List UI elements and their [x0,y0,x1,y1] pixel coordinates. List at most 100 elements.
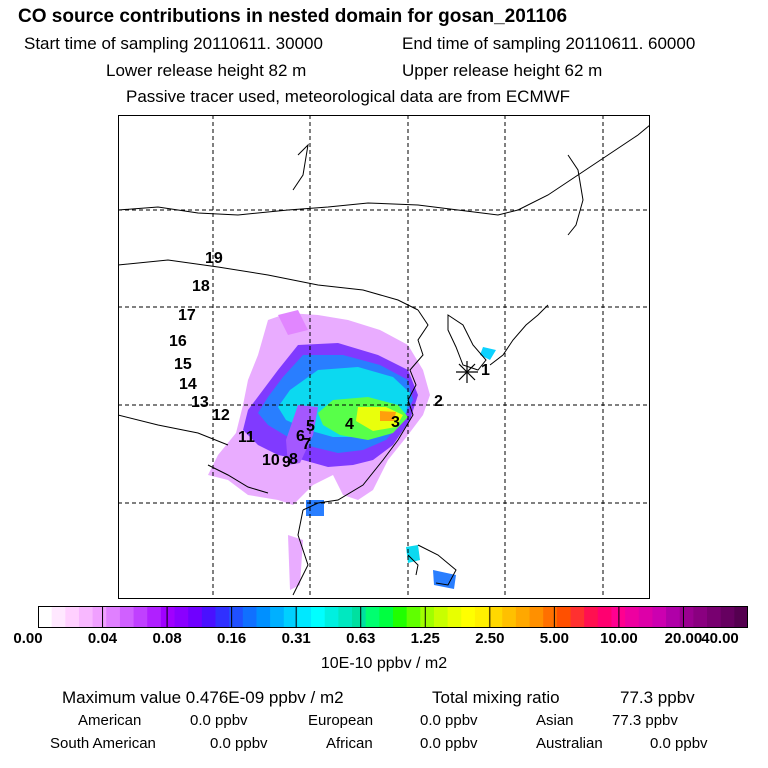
colorbar-cell [65,606,80,628]
colorbar-cell [174,606,189,628]
colorbar-cell [502,606,517,628]
end-time: End time of sampling 20110611. 60000 [402,34,696,53]
colorbar-cell [597,606,613,628]
colorbar-cell [584,606,599,628]
point-label-10: 10 [262,452,280,469]
colorbar-tick-label: 0.63 [346,630,376,647]
point-label-19: 19 [205,250,223,267]
colorbar-cell [638,606,654,628]
colorbar-cell [78,606,94,628]
lat-lon-grid [118,115,650,599]
colorbar-cell [256,606,271,628]
colorbar-cell [556,606,572,628]
region-name-european: European [308,712,374,729]
point-label-6: 6 [296,428,305,445]
colorbar-cell [242,606,258,628]
colorbar-cell [543,606,558,628]
upper-release-height: Upper release height 62 m [402,61,603,80]
point-label-8: 8 [289,451,298,468]
plot-title: CO source contributions in nested domain… [18,6,568,27]
colorbar-tick-label: 20.00 [664,630,703,647]
colorbar-cell [201,606,217,628]
colorbar-cell [515,606,531,628]
colorbar-cell [474,606,490,628]
colorbar-cell [652,606,667,628]
colorbar-cell [488,606,503,628]
colorbar-cell [461,606,476,628]
maximum-value: Maximum value 0.476E-09 ppbv / m2 [62,688,344,707]
point-label-4: 4 [345,416,354,433]
point-label-2: 2 [434,393,443,410]
colorbar-cell [106,606,121,628]
region-name-american: American [78,712,142,729]
point-label-18: 18 [192,278,210,295]
point-label-16: 16 [169,333,187,350]
colorbar-cell [324,606,339,628]
start-time: Start time of sampling 20110611. 30000 [24,34,323,53]
point-label-1: 1 [481,362,490,379]
colorbar-cell [338,606,353,628]
colorbar-cell [734,606,748,628]
colorbar-cell [707,606,722,628]
point-label-15: 15 [174,356,192,373]
colorbar-cell [447,606,462,628]
point-label-9: 9 [282,454,291,471]
colorbar-tick-label: 40.00 [701,630,739,647]
colorbar-cell [215,606,230,628]
colorbar-cell [379,606,394,628]
point-label-17: 17 [178,307,196,324]
colorbar-cell [51,606,66,628]
colorbar-tick-label: 0.31 [281,630,311,647]
region-value-south-american: 0.0 ppbv [210,735,268,752]
region-name-african: African [326,735,373,752]
region-value-african: 0.0 ppbv [420,735,478,752]
point-label-5: 5 [306,418,315,435]
colorbar-cell [433,606,449,628]
colorbar-tick-label: 1.25 [410,630,440,647]
receptor-marker [456,361,478,383]
point-label-14: 14 [179,376,197,393]
colorbar-units: 10E-10 ppbv / m2 [320,655,448,672]
colorbar-cell [188,606,203,628]
colorbar-tick-label: 2.50 [475,630,505,647]
point-label-13: 13 [191,394,209,411]
colorbar-cell [38,606,53,628]
colorbar-cell [693,606,708,628]
concentration-field [208,310,496,590]
colorbar-cell [529,606,544,628]
colorbar-cell [406,606,421,628]
colorbar-cell [393,606,408,628]
map-frame [118,115,650,599]
colorbar-cell [283,606,299,628]
coastlines [118,124,650,596]
region-name-australian: Australian [536,735,603,752]
colorbar-cell [311,606,326,628]
colorbar-cell [270,606,285,628]
colorbar-cell [570,606,585,628]
colorbar-cell [297,606,312,628]
colorbar-cell [679,606,694,628]
colorbar-cell [365,606,380,628]
colorbar [38,606,748,628]
region-value-american: 0.0 ppbv [190,712,248,729]
region-value-australian: 0.0 ppbv [650,735,708,752]
colorbar-cell [119,606,135,628]
colorbar-tick-label: 0.04 [87,630,118,647]
source-map: 1 2 3 4 5 6 7 8 9 10 11 12 13 14 15 16 1… [118,115,650,599]
colorbar-tick-label: 0.16 [217,630,247,647]
colorbar-cell [229,606,244,628]
tracer-info: Passive tracer used, meteorological data… [126,87,571,106]
colorbar-cell [147,606,162,628]
point-label-11: 11 [238,429,255,446]
region-value-asian: 77.3 ppbv [612,712,678,729]
region-name-asian: Asian [536,712,574,729]
colorbar-cell [420,606,435,628]
colorbar-cell [352,606,367,628]
lower-release-height: Lower release height 82 m [106,61,307,80]
region-name-south-american: South American [50,735,156,752]
total-mixing-value: 77.3 ppbv [620,688,695,707]
colorbar-cell [92,606,107,628]
colorbar-cell [666,606,681,628]
region-value-european: 0.0 ppbv [420,712,478,729]
colorbar-cell [720,606,735,628]
